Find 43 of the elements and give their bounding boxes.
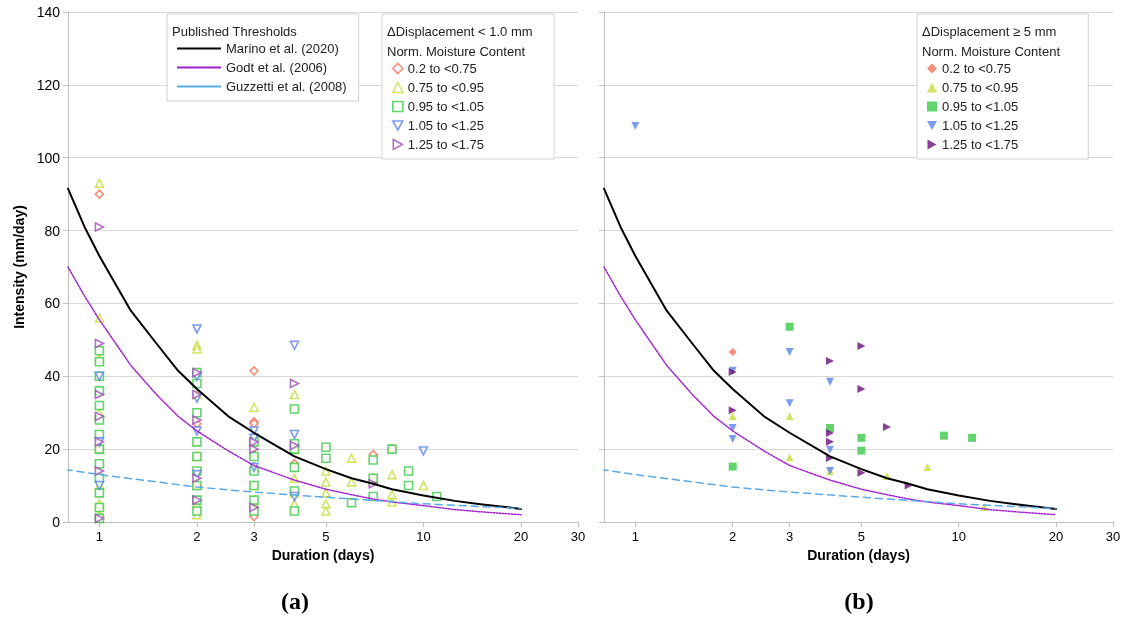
- legend-label: Guzzetti et al. (2008): [226, 79, 347, 94]
- legend-label: Marino et al. (2020): [226, 41, 339, 56]
- x-axis-title: Duration (days): [271, 547, 375, 563]
- legend-label: 1.25 to <1.75: [407, 137, 485, 152]
- x-tick-label: 30: [570, 529, 586, 544]
- x-tick-label: 10: [416, 529, 431, 544]
- x-tick-label: 30: [1105, 529, 1121, 544]
- x-tick-label: 10: [951, 529, 966, 544]
- y-tick-label: 100: [36, 149, 61, 166]
- text: (a): [281, 588, 309, 614]
- y-tick-label: 120: [36, 76, 61, 93]
- text: ΔDisplacement ≥ 5 mm Norm. Moisture Content: [922, 23, 1060, 59]
- x-tick-label: 1: [95, 529, 104, 544]
- legend-label: 1.05 to <1.25: [942, 118, 1019, 133]
- x-tick-label: 2: [729, 529, 737, 544]
- legend-label: 1.05 to <1.25: [407, 118, 485, 133]
- legend-label: 1.25 to <1.75: [942, 137, 1019, 152]
- text: ΔDisplacement < 1.0 mm Norm. Moisture Content: [387, 23, 533, 59]
- legend-label: 0.95 to <1.05: [407, 99, 485, 114]
- legend-label: Godt et al. (2006): [226, 60, 328, 75]
- x-tick-label: 3: [786, 529, 794, 544]
- text: Published Thresholds: [172, 23, 297, 39]
- x-tick-label: 5: [857, 529, 865, 544]
- y-tick-label: 140: [36, 4, 61, 20]
- legend-label: 0.95 to <1.05: [942, 99, 1019, 114]
- y-tick-label: 0: [52, 514, 61, 530]
- y-tick-label: 40: [44, 368, 61, 385]
- y-tick-label: 80: [44, 222, 61, 239]
- x-tick-label: 1: [631, 529, 639, 544]
- y-tick-label: 20: [44, 441, 61, 458]
- x-tick-label: 20: [1048, 529, 1064, 544]
- x-tick-label: 2: [193, 529, 201, 544]
- legend-label: 0.75 to <0.95: [407, 80, 485, 95]
- y-axis-title: Intensity (mm/day): [10, 205, 27, 329]
- x-axis-title: Duration (days): [807, 547, 910, 563]
- x-tick-label: 20: [513, 529, 529, 544]
- x-tick-label: 5: [322, 529, 330, 544]
- y-tick-label: 60: [44, 295, 61, 312]
- legend-label: 0.2 to <0.75: [407, 61, 477, 76]
- legend-label: 0.2 to <0.75: [942, 61, 1012, 76]
- legend-label: 0.75 to <0.95: [942, 80, 1019, 95]
- x-tick-label: 3: [250, 529, 258, 544]
- text: (b): [844, 588, 874, 614]
